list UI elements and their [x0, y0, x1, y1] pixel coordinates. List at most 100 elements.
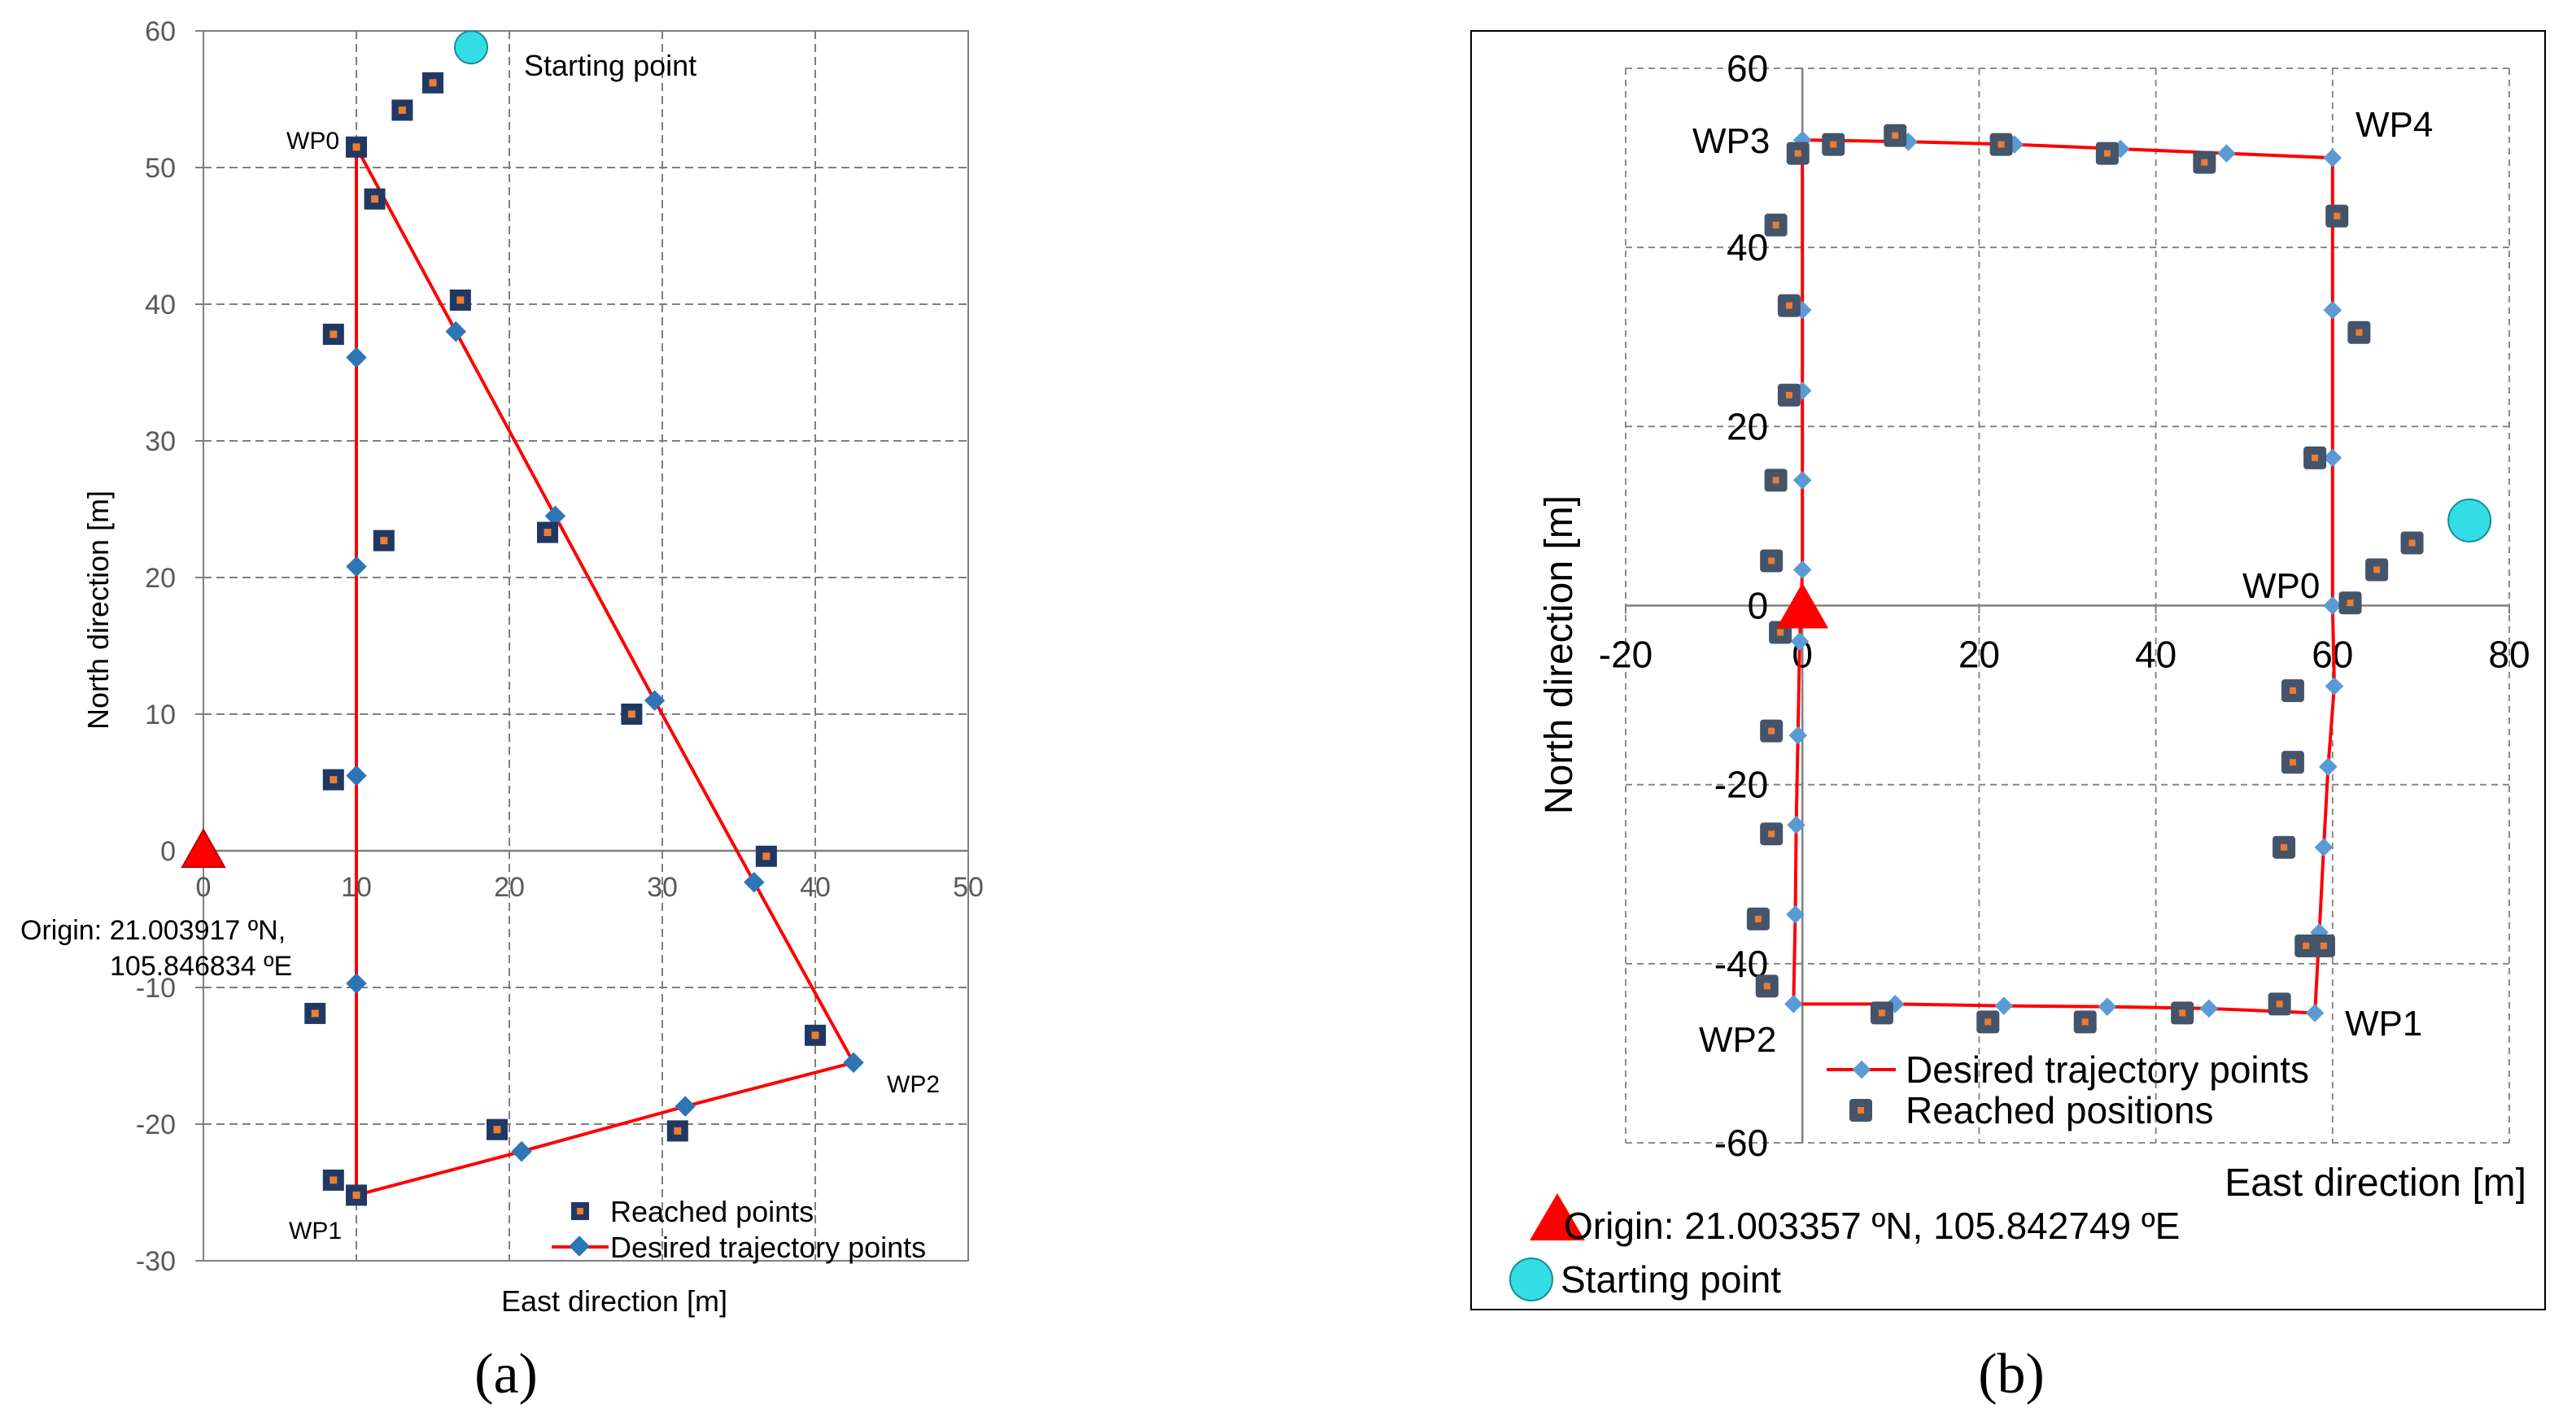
a-y-tick-label: -10 [136, 973, 176, 1004]
a-x-tick-label: 30 [647, 872, 678, 903]
b-x-tick-label: -20 [1599, 634, 1653, 676]
a-start-label: Starting point [524, 49, 696, 82]
b-reached-point-center [1984, 1018, 1992, 1026]
b-reached-point-center [2289, 687, 2296, 695]
b-desired-point [2217, 144, 2236, 163]
a-reached-point-center [371, 195, 379, 203]
b-legend-desired-marker [1852, 1060, 1871, 1079]
a-y-tick-label: 0 [160, 836, 176, 867]
b-legend-reached-label: Reached positions [1906, 1089, 2213, 1131]
b-reached-point-center [2320, 942, 2327, 949]
a-reached-point-center [544, 529, 552, 537]
a-x-tick-label: 20 [494, 872, 525, 903]
b-reached-point-center [1997, 141, 2005, 148]
b-desired-point [2199, 999, 2219, 1018]
a-x-tick-label: 50 [953, 872, 984, 903]
a-trajectory [355, 146, 856, 1197]
b-y-axis-label: North direction [m] [1538, 495, 1581, 814]
b-reached-point-center [1768, 727, 1775, 734]
b-reached-point-center [2334, 212, 2341, 220]
a-reached-point-center [429, 79, 437, 87]
b-desired-point [1792, 471, 1812, 490]
a-origin-marker [181, 827, 226, 868]
b-y-tick-label: -60 [1714, 1122, 1768, 1164]
b-reached-point-center [1768, 830, 1775, 838]
b-desired-point [2325, 677, 2344, 695]
b-reached-point-center [1785, 391, 1792, 399]
b-y-tick-label: 60 [1727, 47, 1768, 89]
a-legend-reached-label: Reached points [610, 1195, 814, 1228]
b-reached-point-center [2356, 329, 2363, 336]
a-reached-point-center [627, 710, 635, 718]
b-desired-point [2323, 300, 2342, 320]
b-origin-label: Origin: 21.003357 ºN, 105.842749 ºE [1564, 1205, 2180, 1247]
b-desired-point [2323, 596, 2342, 615]
a-reached-point-center [330, 1176, 338, 1184]
a-reached-point-center [762, 852, 771, 861]
b-reached-point-center [1772, 221, 1779, 229]
a-plot-frame [203, 30, 969, 1262]
a-reached-point-center [311, 1009, 319, 1018]
b-legend: Desired trajectory points Reached positi… [1827, 1048, 2309, 1131]
b-reached-point-center [2081, 1018, 2089, 1026]
a-desired-point [843, 1052, 864, 1074]
b-markers [1746, 124, 2492, 1034]
b-y-tick-label: -20 [1714, 764, 1768, 806]
a-origin-label-line1: Origin: 21.003917 ºN, [20, 915, 286, 946]
b-outer-border [1470, 30, 2546, 1310]
b-start-label: Starting point [1561, 1258, 1781, 1301]
b-reached-point-center [1777, 629, 1784, 636]
a-y-tick-label: 10 [145, 700, 176, 730]
b-desired-point [2319, 757, 2338, 776]
b-reached-point-center [1830, 141, 1837, 148]
a-markers [181, 30, 864, 1206]
a-y-tick-label: 60 [145, 16, 176, 47]
b-reached-point-center [1772, 477, 1779, 484]
a-desired-point [346, 765, 367, 787]
b-wp2-label: WP2 [1699, 1020, 1776, 1060]
b-x-axis-label: East direction [m] [2225, 1162, 2526, 1205]
a-reached-point-center [352, 143, 360, 151]
a-legend-desired-label: Desired trajectory points [610, 1231, 926, 1264]
b-reached-point-center [2276, 1000, 2283, 1008]
a-x-axis-label: East direction [m] [501, 1284, 727, 1318]
a-wp0-label: WP0 [286, 128, 339, 155]
b-x-tick-label: 20 [1958, 634, 2000, 676]
a-x-tick-label: 0 [196, 872, 212, 903]
b-x-tick-label: 80 [2488, 634, 2530, 676]
a-y-tick-label: 50 [145, 153, 176, 184]
b-reached-point-center [2289, 759, 2296, 766]
b-desired-point [1784, 995, 1803, 1013]
a-reached-point-center [456, 296, 465, 304]
b-reached-point-center [2408, 539, 2416, 547]
a-start-marker [454, 30, 488, 65]
a-y-tick-label: 20 [145, 563, 176, 594]
b-desired-point [2323, 448, 2342, 468]
a-desired-point [346, 973, 367, 994]
b-caption: (b) [1978, 1343, 2045, 1406]
b-desired-point [2314, 838, 2334, 857]
b-desired-point [1788, 726, 1808, 745]
a-legend: Reached points Desired trajectory points [552, 1195, 926, 1264]
a-desired-point [544, 505, 566, 527]
a-wp2-label: WP2 [887, 1071, 940, 1098]
b-reached-point-center [2179, 1009, 2186, 1017]
b-trajectory [1792, 138, 2336, 1015]
a-reached-point-center [674, 1127, 682, 1135]
a-axes [195, 30, 969, 1262]
a-wp1-label: WP1 [289, 1218, 342, 1244]
b-origin-legend-triangle-icon [1530, 1193, 1585, 1240]
b-desired-point [1786, 904, 1805, 924]
b-x-tick-label: 40 [2135, 634, 2177, 676]
b-start-legend-circle-icon [1509, 1258, 1553, 1301]
a-reached-point-center [398, 106, 406, 114]
b-desired-point [2098, 997, 2117, 1016]
b-reached-point-center [2281, 843, 2288, 851]
b-reached-point-center [2373, 566, 2381, 573]
a-y-axis-label: North direction [m] [81, 490, 115, 730]
b-wp0-label: WP0 [2242, 566, 2320, 606]
a-y-tick-label: -20 [136, 1109, 176, 1140]
a-desired-point [346, 347, 367, 368]
